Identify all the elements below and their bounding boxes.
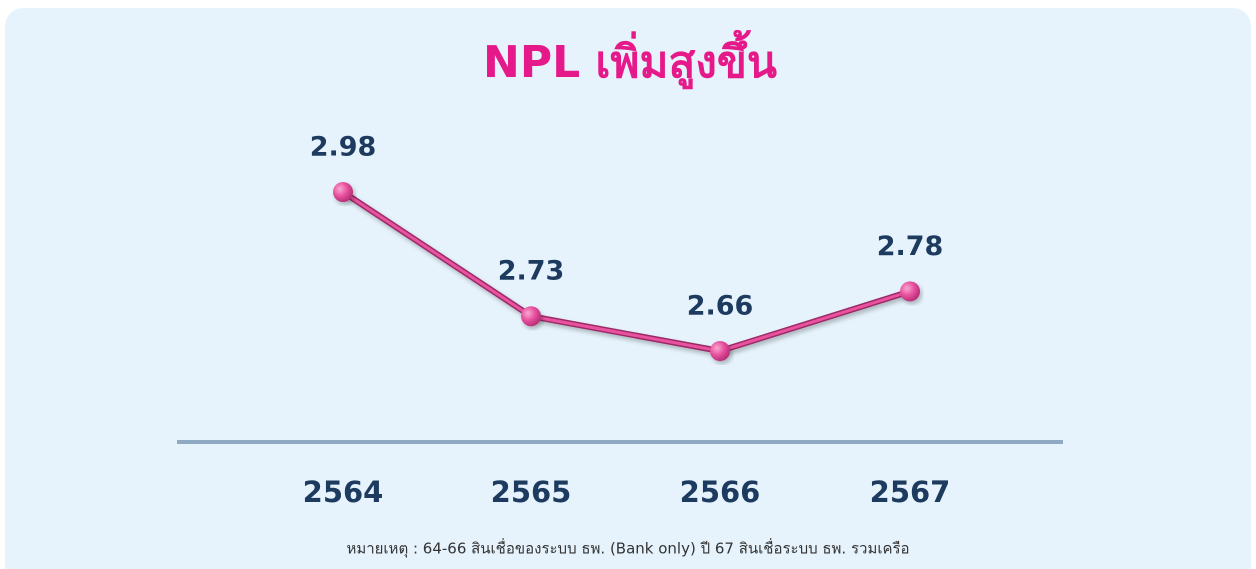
line-highlight: [342, 190, 911, 353]
x-tick-label: 2564: [303, 475, 384, 509]
value-label: 2.98: [310, 132, 377, 163]
x-tick-label: 2566: [680, 475, 761, 509]
panel: [5, 8, 1251, 569]
point: [521, 306, 541, 327]
x-tick-label: 2565: [491, 475, 572, 509]
point: [333, 182, 353, 202]
footnote: หมายเหตุ : 64-66 สินเชื่อของระบบ ธพ. (Ba…: [346, 538, 909, 559]
value-label: 2.66: [687, 291, 754, 322]
point: [900, 281, 920, 302]
point: [710, 341, 730, 361]
x-tick-label: 2567: [870, 475, 951, 509]
value-label: 2.73: [498, 256, 565, 287]
chart-title: NPL เพิ่มสูงขึ้น: [483, 29, 777, 89]
value-label: 2.78: [877, 231, 944, 262]
